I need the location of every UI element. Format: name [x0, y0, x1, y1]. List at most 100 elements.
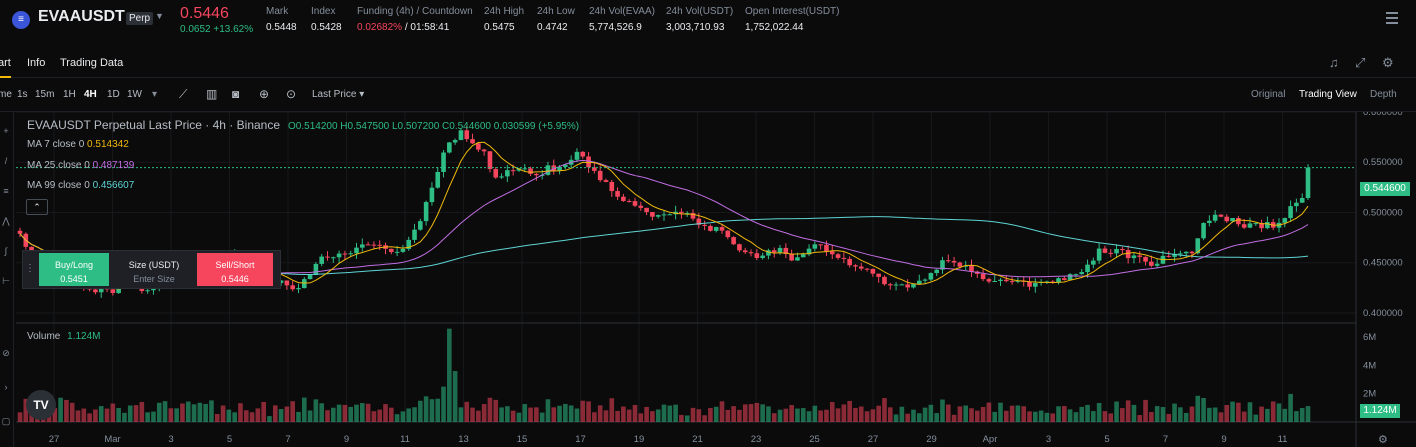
pattern-icon[interactable]: ⋀ — [2, 216, 10, 226]
drag-handle-icon[interactable]: ⋮ — [25, 263, 35, 274]
view-original[interactable]: Original — [1251, 89, 1286, 100]
candle-body — [336, 253, 342, 258]
view-trading-view[interactable]: Trading View — [1299, 89, 1357, 100]
tab-chart[interactable]: art — [0, 57, 11, 78]
bell-icon[interactable]: ♫ — [1329, 55, 1339, 70]
volume-bar — [603, 410, 609, 422]
candle-body — [725, 230, 731, 238]
date-tick-label: 13 — [458, 434, 469, 445]
interval-1w[interactable]: 1W — [127, 89, 142, 100]
volume-bar — [835, 408, 841, 422]
brush-icon[interactable]: ∫ — [4, 246, 8, 256]
volume-bar — [452, 371, 458, 422]
collapse-legend-button[interactable]: ⌃ — [26, 199, 48, 215]
price-type-select[interactable]: Last Price ▾ — [312, 89, 364, 100]
date-tick-label: 25 — [809, 434, 820, 445]
chevron-down-icon[interactable]: ▾ — [152, 89, 158, 100]
candle-type-icon[interactable]: ▥ — [206, 87, 218, 101]
tab-trading-data[interactable]: Trading Data — [60, 57, 124, 69]
volume-bar — [330, 407, 336, 422]
size-input[interactable]: Size (USDT) Enter Size — [114, 253, 194, 286]
volume-bar — [481, 404, 487, 422]
chart-settings-icon[interactable]: ⚙ — [1378, 434, 1388, 446]
date-tick-label: 9 — [344, 434, 349, 445]
candle-body — [1125, 250, 1131, 259]
ruler-icon[interactable]: ⊢ — [2, 276, 10, 286]
view-depth[interactable]: Depth — [1370, 89, 1397, 100]
volume-bar — [1033, 411, 1038, 422]
candle-body — [296, 288, 301, 290]
camera-icon[interactable]: ◙ — [232, 87, 240, 101]
grid-settings-icon[interactable]: ⚙ — [1382, 55, 1394, 70]
volume-bar — [661, 404, 667, 422]
candle-body — [284, 280, 290, 286]
volume-bar — [731, 406, 736, 422]
interval-1d[interactable]: 1D — [107, 89, 120, 100]
volume-bar — [52, 408, 58, 422]
date-tick-label: 15 — [517, 434, 528, 445]
volume-bar — [1096, 403, 1102, 422]
date-tick-label: 7 — [285, 434, 290, 445]
expand-icon[interactable]: ⤢ — [1355, 55, 1366, 70]
volume-bar — [644, 406, 649, 422]
trend-line-icon[interactable]: / — [4, 156, 8, 166]
volume-bar — [789, 405, 794, 422]
trash-icon[interactable]: ▢ — [1, 416, 11, 426]
menu-icon[interactable] — [1386, 12, 1398, 27]
candle-body — [928, 273, 934, 280]
volume-bar — [853, 407, 858, 422]
volume-bar — [679, 414, 684, 422]
volume-bar — [17, 412, 23, 422]
interval-15m[interactable]: 15m — [35, 89, 55, 100]
interval-4h[interactable]: 4H — [84, 89, 97, 100]
symbol-name[interactable]: EVAAUSDT — [38, 8, 125, 25]
candle-body — [1085, 264, 1090, 273]
volume-bar — [1021, 406, 1027, 422]
volume-bar — [505, 406, 510, 422]
date-tick-label: Apr — [983, 434, 998, 445]
volume-bar — [499, 407, 504, 422]
candle-body — [1189, 251, 1195, 254]
candle-body — [476, 143, 481, 150]
add-icon[interactable]: ⊕ — [259, 87, 270, 101]
volume-bar — [336, 404, 342, 422]
fib-icon[interactable]: ≡ — [3, 186, 9, 196]
candle-body — [621, 196, 626, 202]
candle-body — [1230, 218, 1235, 222]
candle-body — [655, 215, 661, 217]
stat-value: 5,774,526.9 — [589, 22, 642, 33]
candle-body — [1183, 251, 1189, 254]
chevron-down-icon[interactable]: ▼ — [155, 11, 164, 21]
volume-bar — [876, 405, 881, 422]
volume-bar — [307, 410, 313, 422]
sell-short-button[interactable]: Sell/Short 0.5446 — [197, 253, 273, 286]
volume-bar — [1131, 404, 1137, 422]
chart-toolbar: me 1s 15m 1H 4H 1D 1W ▾ ⟋ ▥ ◙ ⊕ ⊙ Last P… — [0, 78, 1416, 112]
interval-time[interactable]: me — [0, 89, 12, 100]
volume-bar — [348, 406, 354, 422]
perp-badge: Perp — [126, 12, 154, 25]
tab-info[interactable]: Info — [27, 57, 46, 69]
volume-bar — [429, 399, 435, 422]
crosshair-icon[interactable]: + — [3, 126, 9, 136]
candle-body — [638, 205, 644, 208]
candle-body — [464, 130, 470, 140]
indicator-icon[interactable]: ⟋ — [179, 87, 188, 101]
ma-label: MA 99 close 0 — [27, 180, 90, 191]
buy-long-button[interactable]: Buy/Long 0.5451 — [39, 253, 109, 286]
interval-1s[interactable]: 1s — [17, 89, 28, 100]
arrow-icon[interactable]: › — [4, 382, 8, 392]
candle-body — [899, 284, 905, 286]
chart-legend-title: EVAAUSDT Perpetual Last Price · 4h · Bin… — [27, 118, 579, 132]
volume-bar — [638, 413, 644, 422]
volume-bar — [882, 398, 887, 422]
candle-body — [313, 263, 319, 275]
candle-body — [1004, 279, 1009, 282]
interval-1h[interactable]: 1H — [63, 89, 76, 100]
candle-body — [1114, 248, 1119, 254]
settings-icon[interactable]: ⊙ — [286, 87, 297, 101]
volume-bar — [400, 411, 406, 422]
ma-value: 0.487139 — [92, 160, 135, 171]
zoom-icon[interactable]: ⊘ — [2, 348, 10, 358]
candle-body — [829, 251, 835, 255]
